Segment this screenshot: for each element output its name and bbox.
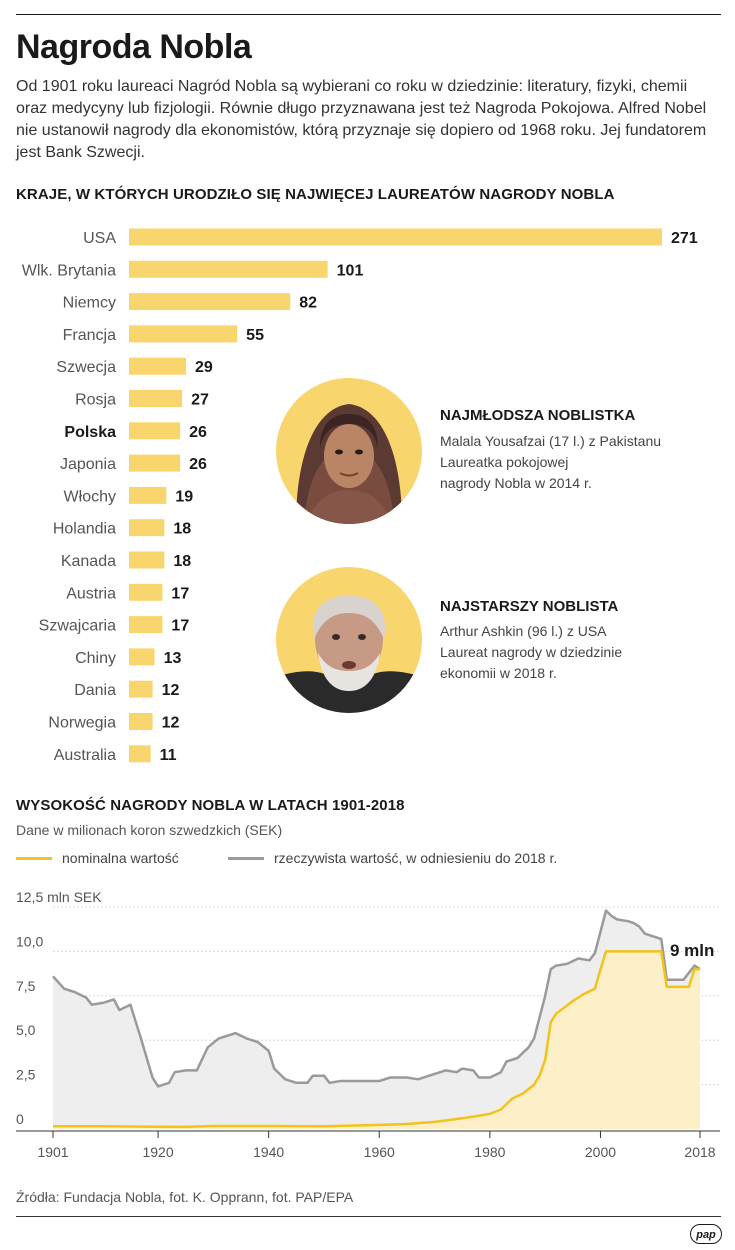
bar-category-label: Polska (64, 424, 116, 441)
bar-value-label: 26 (189, 424, 207, 441)
bar-value-label: 13 (164, 650, 182, 667)
bar-category-label: Australia (54, 747, 116, 764)
youngest-laureate-line-2: Laureatka pokojowej (440, 454, 569, 470)
y-tick-label: 10,0 (16, 933, 43, 949)
x-tick-label: 1901 (37, 1144, 68, 1160)
bar-value-label: 17 (171, 585, 189, 602)
youngest-laureate-heading: NAJMŁODSZA NOBLISTKA (440, 407, 636, 424)
y-tick-label: 7,5 (16, 978, 36, 994)
bar-category-label: Rosja (75, 392, 116, 409)
bar-value-label: 17 (171, 618, 189, 635)
legend-real: rzeczywista wartość, w odniesieniu do 20… (228, 850, 557, 866)
bar (129, 422, 181, 440)
oldest-laureate-line-1: Arthur Ashkin (96 l.) z USA (440, 623, 607, 639)
bar (129, 551, 165, 569)
bar-value-label: 29 (195, 359, 213, 376)
youngest-laureate-text: Malala Yousafzai (17 l.) z Pakistanu Lau… (440, 431, 710, 494)
bar-category-label: Francja (63, 327, 116, 344)
bar-value-label: 27 (191, 392, 209, 409)
bar-category-label: Kanada (61, 553, 116, 570)
oldest-laureate-line-3: ekonomii w 2018 r. (440, 665, 557, 681)
bar (129, 519, 165, 537)
portrait-ashkin (276, 567, 422, 713)
portrait-malala (276, 378, 422, 524)
bar (129, 486, 167, 504)
legend-nominal-label: nominalna wartość (62, 850, 179, 866)
bar (129, 713, 153, 730)
x-tick-label: 1940 (253, 1144, 284, 1160)
bar-value-label: 11 (160, 747, 177, 764)
bar-value-label: 55 (246, 327, 264, 344)
legend-real-label: rzeczywista wartość, w odniesieniu do 20… (274, 850, 558, 866)
youngest-laureate-line-3: nagrody Nobla w 2014 r. (440, 475, 592, 491)
bar-category-label: Norwegia (48, 715, 116, 732)
bar (129, 390, 183, 407)
page-title: Nagroda Nobla (16, 28, 252, 66)
end-value-label: 9 mln (670, 941, 715, 960)
bar (129, 454, 181, 472)
top-rule (16, 14, 721, 15)
legend-nominal: nominalna wartość (16, 850, 179, 866)
y-tick-label: 2,5 (16, 1067, 36, 1083)
bar-category-label: Holandia (53, 521, 116, 538)
oldest-laureate-heading: NAJSTARSZY NOBLISTA (440, 598, 619, 615)
bar-category-label: Niemcy (63, 295, 116, 312)
bar-value-label: 19 (175, 488, 193, 505)
bar (129, 680, 153, 698)
oldest-laureate-text: Arthur Ashkin (96 l.) z USA Laureat nagr… (440, 621, 710, 684)
bar-category-label: USA (83, 230, 116, 247)
bar-value-label: 12 (162, 682, 180, 699)
portrait-ashkin-image (276, 595, 422, 713)
bar (129, 357, 187, 375)
bar-value-label: 26 (189, 456, 207, 473)
pap-logo: pap (690, 1224, 722, 1244)
bar-category-label: Dania (74, 682, 116, 699)
bar (129, 583, 163, 601)
area-chart-title: WYSOKOŚĆ NAGRODY NOBLA W LATACH 1901-201… (16, 797, 405, 814)
y-tick-label: 0 (16, 1111, 24, 1127)
bar-value-label: 101 (337, 262, 364, 279)
oldest-laureate-line-2: Laureat nagrody w dziedzinie (440, 644, 623, 660)
bar-category-label: Austria (66, 585, 116, 602)
bar-value-label: 12 (162, 715, 180, 732)
nominal-value-area (53, 951, 700, 1129)
y-tick-label: 12,5 mln SEK (16, 889, 102, 905)
bar (129, 745, 151, 763)
legend-nominal-swatch (16, 856, 52, 860)
x-tick-label: 1960 (364, 1144, 395, 1160)
bar-value-label: 18 (173, 521, 191, 538)
legend-real-swatch (228, 856, 264, 860)
nominal-value-line (53, 950, 700, 1129)
y-tick-label: 5,0 (16, 1022, 36, 1038)
real-value-line (52, 909, 701, 1088)
bar-category-label: Japonia (60, 456, 116, 473)
bar-category-label: Szwecja (56, 359, 116, 376)
bar-category-label: Wlk. Brytania (22, 262, 116, 279)
bar-chart: USA 271 Wlk. Brytania 101 Niemcy 82 Francja 55 S… (22, 228, 698, 764)
x-tick-label: 2018 (684, 1144, 715, 1160)
bar (129, 325, 238, 343)
bar (129, 260, 328, 278)
bar-chart-title: KRAJE, W KTÓRYCH URODZIŁO SIĘ NAJWIĘCEJ … (16, 186, 615, 203)
bottom-rule (16, 1216, 721, 1217)
source-note: Źródła: Fundacja Nobla, fot. K. Opprann,… (16, 1189, 354, 1205)
bar-category-label: Szwajcaria (39, 618, 116, 635)
bar-value-label: 18 (173, 553, 191, 570)
real-value-area (53, 910, 700, 1129)
bar (129, 228, 662, 246)
bar-value-label: 271 (671, 230, 698, 247)
intro-text: Od 1901 roku laureaci Nagród Nobla są wy… (16, 78, 707, 161)
x-tick-label: 2000 (585, 1144, 616, 1160)
youngest-laureate-line-1: Malala Yousafzai (17 l.) z Pakistanu (440, 433, 662, 449)
area-chart-subtitle: Dane w milionach koron szwedzkich (SEK) (16, 822, 283, 838)
portrait-malala-image (296, 404, 402, 524)
bar (129, 648, 155, 666)
x-tick-label: 1980 (474, 1144, 505, 1160)
bar-category-label: Włochy (64, 488, 116, 505)
bar (129, 293, 291, 311)
x-tick-label: 1920 (142, 1144, 173, 1160)
bar (129, 616, 163, 634)
bar-value-label: 82 (299, 295, 317, 312)
bar-category-label: Chiny (75, 650, 116, 667)
